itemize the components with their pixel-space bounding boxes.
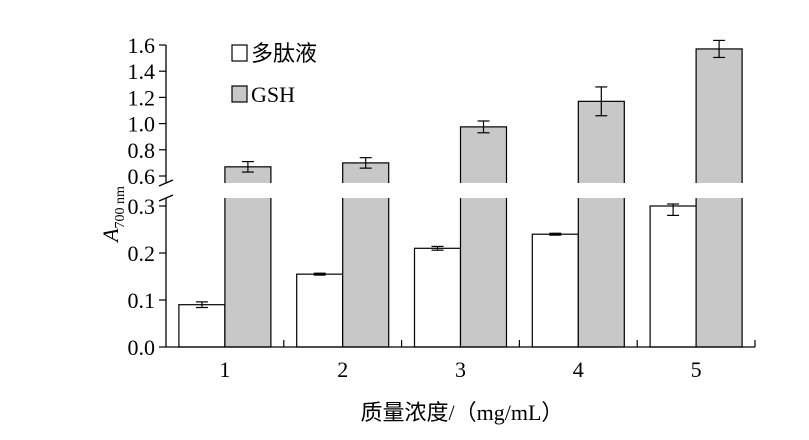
axis-break	[165, 183, 756, 198]
bar-peptide-2	[296, 273, 344, 348]
error-bar-peptide-4	[549, 232, 562, 236]
legend-swatch-gsh	[231, 85, 248, 103]
legend-swatch-peptide	[231, 44, 248, 62]
legend-label-gsh: GSH	[251, 82, 295, 107]
y-tick-label: 1.4	[128, 59, 156, 84]
error-bar-gsh-2	[359, 157, 372, 169]
error-bar-peptide-5	[667, 203, 680, 216]
error-bar-peptide-1	[195, 301, 208, 309]
axes-layer	[158, 45, 755, 348]
error-bar-gsh-5	[713, 39, 726, 59]
y-tick-label: 1.0	[128, 112, 156, 137]
error-bar-peptide-3	[431, 245, 444, 251]
y-tick-label: 0.3	[128, 194, 156, 219]
error-bar-gsh-4	[595, 86, 608, 117]
y-axis-title: A700 nm	[98, 186, 128, 244]
bar-gsh-3	[459, 126, 508, 348]
x-tick-label-3: 3	[455, 357, 466, 382]
bar-peptide-1	[178, 304, 226, 348]
bar-peptide-5	[649, 205, 697, 348]
y-tick-label: 0.2	[128, 241, 156, 266]
legend: 多肽液 GSH	[231, 41, 317, 107]
y-tick-label: 0.6	[128, 164, 156, 189]
x-tick-label-5: 5	[691, 357, 702, 382]
x-axis-title: 质量浓度/（mg/mL）	[361, 400, 564, 425]
tick-layer: 0.0 0.1 0.2 0.3 0.60.81.01.21.41.6 1 2 3 4 5	[128, 33, 756, 382]
y-tick-label: 1.2	[128, 85, 156, 110]
x-tick-label-4: 4	[573, 357, 584, 382]
axis-break-mark-top	[158, 179, 174, 187]
error-bar-peptide-2	[313, 272, 326, 276]
y-tick-label: 0.8	[128, 138, 156, 163]
bar-gsh-4	[577, 100, 625, 348]
axis-break-mark-bottom	[158, 194, 174, 202]
y-axis-title-subscript: 700 nm	[113, 186, 128, 229]
error-bar-gsh-3	[477, 120, 490, 134]
bar-peptide-4	[531, 233, 579, 348]
bar-peptide-3	[413, 247, 462, 348]
y-axis-title-main: A	[98, 228, 123, 244]
y-tick-label: 0.1	[128, 288, 156, 313]
axis-break-gap	[165, 183, 756, 198]
y-tick-label: 0.0	[128, 335, 156, 360]
legend-label-peptide: 多肽液	[251, 41, 317, 66]
x-tick-label-1: 1	[219, 357, 230, 382]
y-tick-label: 1.6	[128, 33, 156, 58]
x-tick-label-2: 2	[337, 357, 348, 382]
error-bar-gsh-1	[241, 160, 254, 173]
